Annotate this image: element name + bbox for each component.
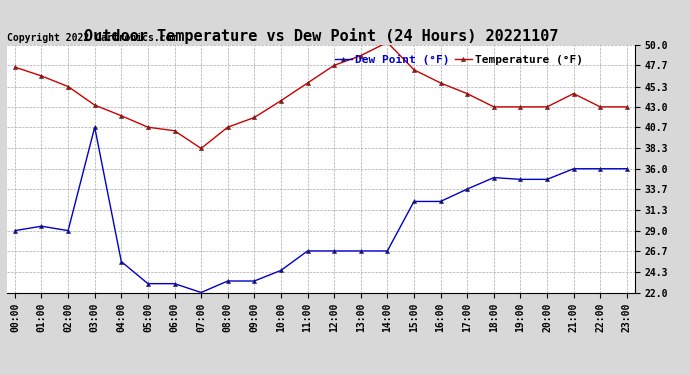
- Text: Copyright 2022 Cartronics.com: Copyright 2022 Cartronics.com: [7, 33, 177, 42]
- Title: Outdoor Temperature vs Dew Point (24 Hours) 20221107: Outdoor Temperature vs Dew Point (24 Hou…: [83, 28, 558, 44]
- Legend: Dew Point (°F), Temperature (°F): Dew Point (°F), Temperature (°F): [331, 51, 587, 69]
